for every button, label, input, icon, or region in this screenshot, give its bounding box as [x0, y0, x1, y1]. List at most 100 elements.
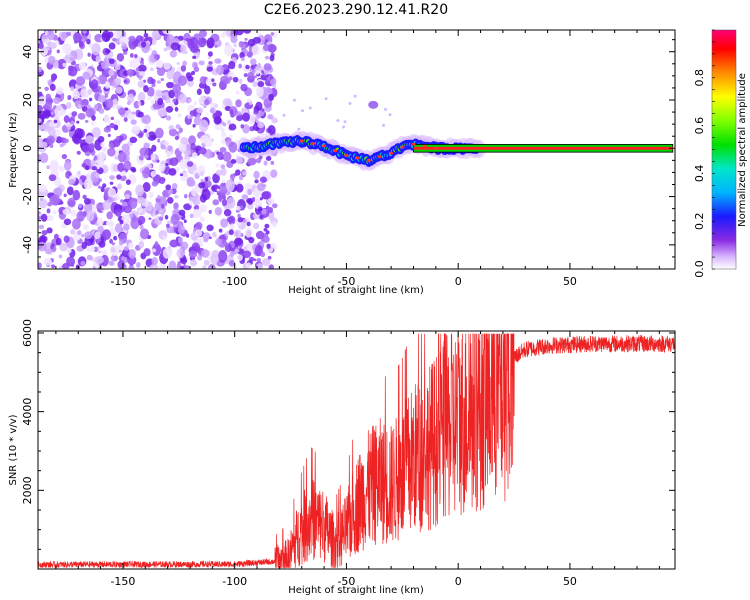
- noise-speck: [159, 263, 165, 269]
- noise-speck: [251, 44, 260, 56]
- noise-speck: [163, 62, 171, 70]
- noise-speck: [228, 260, 236, 267]
- noise-speck: [262, 44, 270, 52]
- noise-speck: [196, 107, 204, 114]
- noise-speck: [215, 163, 220, 168]
- noise-speck: [237, 216, 244, 223]
- noise-speck: [150, 153, 156, 161]
- noise-speck: [186, 161, 194, 167]
- noise-speck: [255, 157, 262, 164]
- noise-speck: [110, 116, 115, 121]
- noise-speck: [259, 197, 263, 201]
- noise-speck: [210, 107, 215, 114]
- noise-speck: [216, 58, 222, 64]
- noise-speck: [62, 155, 66, 160]
- noise-speck: [46, 208, 51, 214]
- noise-speck: [247, 71, 255, 79]
- noise-speck: [250, 64, 256, 70]
- noise-speck: [125, 206, 131, 213]
- noise-speck: [49, 143, 54, 148]
- noise-speck: [92, 266, 96, 269]
- noise-speck: [40, 197, 44, 201]
- noise-speck: [242, 124, 250, 134]
- noise-speck: [83, 99, 89, 106]
- noise-speck: [172, 98, 177, 103]
- noise-speck: [95, 55, 102, 63]
- noise-speck: [228, 76, 233, 81]
- noise-speck: [120, 175, 127, 181]
- noise-speck: [192, 169, 198, 175]
- noise-speck: [270, 160, 275, 165]
- noise-speck: [134, 53, 138, 59]
- noise-speck: [177, 236, 183, 244]
- x-tick-label: 50: [563, 275, 577, 288]
- noise-speck: [121, 248, 131, 258]
- noise-speck: [104, 81, 111, 89]
- noise-speck: [190, 188, 197, 197]
- noise-speck: [229, 251, 235, 258]
- noise-speck: [161, 204, 165, 209]
- noise-speck: [111, 86, 115, 90]
- snr-frame: [37, 330, 676, 570]
- noise-speck: [73, 31, 82, 43]
- noise-speck: [108, 58, 115, 65]
- noise-speck: [81, 233, 85, 238]
- noise-speck: [241, 194, 249, 200]
- noise-speck: [160, 110, 168, 117]
- noise-speck: [174, 106, 179, 112]
- noise-speck: [143, 167, 150, 175]
- noise-speck: [78, 203, 83, 209]
- noise-speck: [243, 73, 248, 78]
- noise-speck: [46, 165, 50, 170]
- noise-speck: [204, 176, 209, 182]
- noise-speck: [261, 108, 265, 112]
- noise-speck: [38, 42, 44, 49]
- noise-speck: [178, 209, 186, 216]
- noise-speck: [156, 80, 161, 84]
- noise-speck: [80, 88, 89, 99]
- noise-speck: [87, 89, 92, 95]
- signal-peak: [333, 149, 338, 153]
- noise-speck: [166, 69, 174, 80]
- noise-speck: [227, 119, 231, 126]
- noise-speck: [259, 176, 268, 183]
- noise-speck: [240, 124, 245, 129]
- y-tick-label: 6000: [21, 319, 34, 347]
- noise-speck: [63, 138, 69, 144]
- noise-speck: [243, 246, 248, 251]
- noise-speck: [214, 44, 218, 48]
- noise-speck: [151, 144, 157, 152]
- noise-speck: [87, 52, 91, 57]
- noise-speck: [197, 254, 203, 261]
- noise-speck: [199, 119, 209, 132]
- noise-speck: [76, 150, 81, 155]
- noise-speck: [64, 54, 74, 64]
- noise-speck: [249, 58, 257, 66]
- noise-speck: [103, 126, 112, 133]
- noise-speck: [113, 30, 123, 39]
- noise-speck: [44, 86, 50, 91]
- faint-speck: [324, 97, 328, 101]
- noise-speck: [138, 240, 145, 249]
- noise-speck: [208, 236, 212, 240]
- noise-speck: [238, 40, 244, 48]
- noise-speck: [224, 242, 229, 247]
- noise-speck: [81, 105, 88, 112]
- noise-speck: [66, 31, 72, 37]
- noise-speck: [196, 113, 201, 118]
- signal-peak: [344, 154, 349, 158]
- noise-speck: [179, 173, 184, 177]
- faint-speck: [297, 127, 301, 131]
- noise-speck: [38, 262, 42, 269]
- noise-speck: [97, 86, 102, 91]
- noise-speck: [268, 264, 274, 269]
- noise-speck: [158, 176, 166, 185]
- noise-speck: [141, 205, 145, 209]
- noise-speck: [221, 199, 228, 207]
- noise-speck: [166, 220, 172, 225]
- noise-speck: [193, 44, 199, 51]
- signal-peak: [377, 155, 382, 159]
- noise-speck: [46, 215, 54, 222]
- noise-speck: [131, 168, 137, 173]
- noise-speck: [212, 199, 220, 206]
